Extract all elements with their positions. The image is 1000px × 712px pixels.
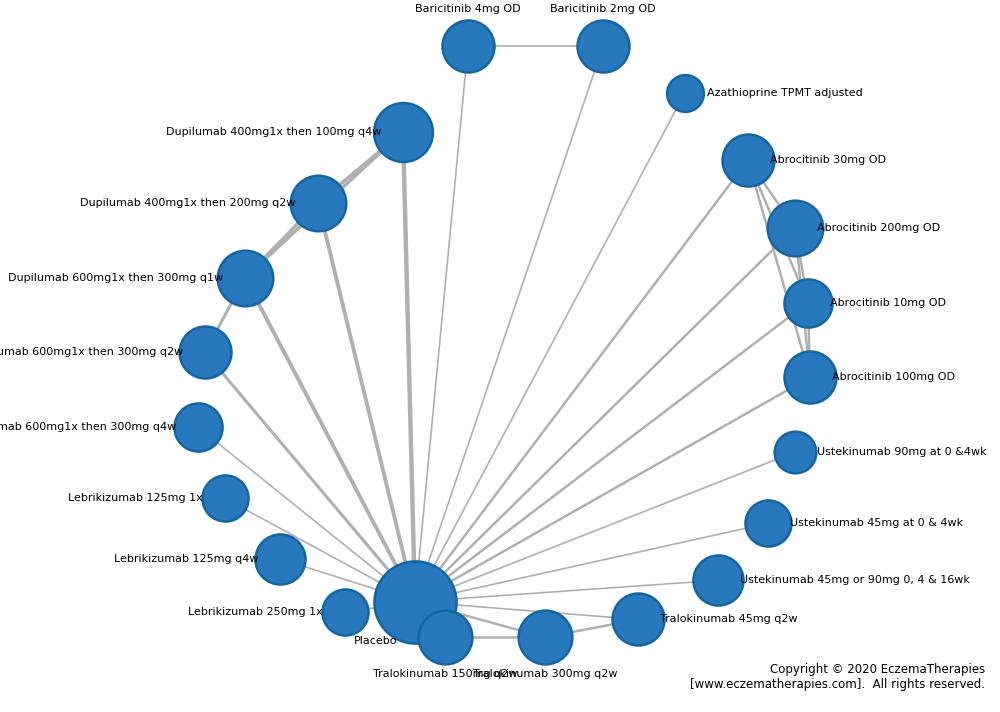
Point [197,347,213,358]
Point [677,87,693,98]
Point [787,446,803,458]
Point [237,272,253,283]
Point [760,518,776,529]
Point [217,493,233,504]
Text: Ustekinumab 45mg at 0 & 4wk: Ustekinumab 45mg at 0 & 4wk [790,518,963,528]
Text: Tralokinumab 300mg q2w: Tralokinumab 300mg q2w [473,669,617,679]
Text: Abrocitinib 10mg OD: Abrocitinib 10mg OD [830,298,946,308]
Point [437,632,453,643]
Text: Placebo: Placebo [353,636,397,646]
Text: Dupilumab 600mg1x then 300mg q4w: Dupilumab 600mg1x then 300mg q4w [0,422,176,432]
Point [407,596,423,607]
Text: Ustekinumab 90mg at 0 &4wk: Ustekinumab 90mg at 0 &4wk [817,447,987,457]
Text: Dupilumab 400mg1x then 100mg q4w: Dupilumab 400mg1x then 100mg q4w [166,127,381,137]
Point [800,297,816,308]
Text: Lebrikizumab 125mg 1x: Lebrikizumab 125mg 1x [68,493,203,503]
Point [740,155,756,166]
Text: Copyright © 2020 EczemaTherapies
[www.eczematherapies.com].  All rights reserved: Copyright © 2020 EczemaTherapies [www.ec… [690,663,985,691]
Text: Abrocitinib 200mg OD: Abrocitinib 200mg OD [817,223,940,233]
Point [337,607,353,618]
Point [710,575,726,586]
Point [802,372,818,383]
Text: Lebrikizumab 250mg 1x: Lebrikizumab 250mg 1x [188,607,323,617]
Text: Abrocitinib 100mg OD: Abrocitinib 100mg OD [832,372,955,382]
Point [190,422,206,433]
Text: Dupilumab 600mg1x then 300mg q1w: Dupilumab 600mg1x then 300mg q1w [8,273,223,283]
Text: Tralokinumab 45mg q2w: Tralokinumab 45mg q2w [660,614,798,624]
Text: Baricitinib 4mg OD: Baricitinib 4mg OD [415,4,521,14]
Text: Dupilumab 400mg1x then 200mg q2w: Dupilumab 400mg1x then 200mg q2w [80,198,296,208]
Point [272,553,288,565]
Text: Dupilumab 600mg1x then 300mg q2w: Dupilumab 600mg1x then 300mg q2w [0,347,183,357]
Text: Ustekinumab 45mg or 90mg 0, 4 & 16wk: Ustekinumab 45mg or 90mg 0, 4 & 16wk [740,575,970,585]
Text: Abrocitinib 30mg OD: Abrocitinib 30mg OD [770,155,886,165]
Text: Baricitinib 2mg OD: Baricitinib 2mg OD [550,4,656,14]
Point [787,222,803,234]
Text: Lebrikizumab 125mg q4w: Lebrikizumab 125mg q4w [114,554,258,564]
Point [395,126,411,137]
Point [460,41,476,52]
Text: Azathioprine TPMT adjusted: Azathioprine TPMT adjusted [707,88,863,98]
Point [630,614,646,625]
Point [537,632,553,643]
Point [310,197,326,209]
Point [595,41,611,52]
Text: Tralokinumab 150mg q2w: Tralokinumab 150mg q2w [373,669,517,679]
